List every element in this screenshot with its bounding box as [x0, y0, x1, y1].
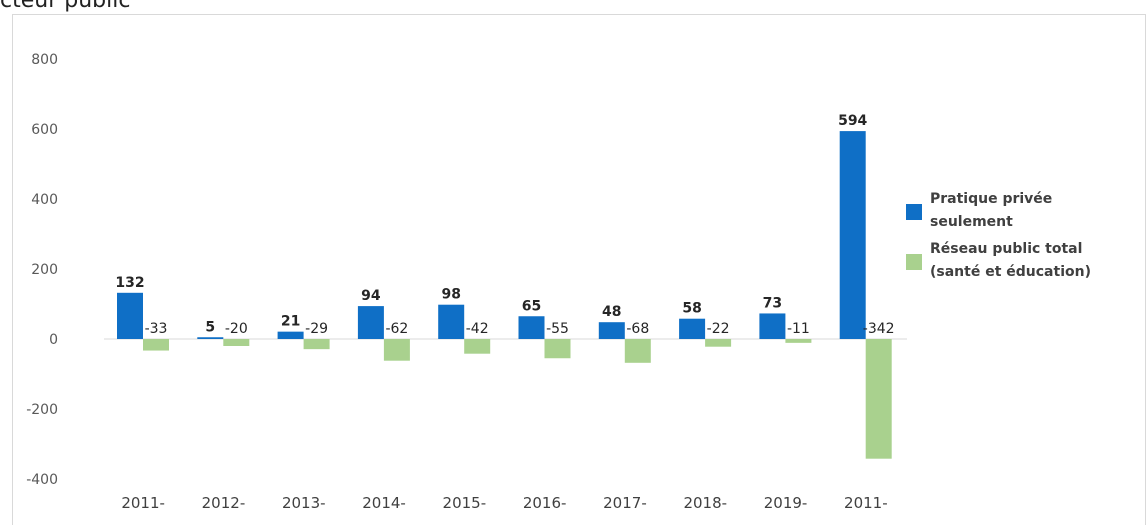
bar-public-network: [624, 339, 651, 363]
x-category-label: 2018-: [683, 494, 727, 512]
bar-public-network: [464, 339, 491, 354]
y-tick-label: 200: [31, 262, 58, 278]
bar-private-practice: [759, 313, 786, 339]
bar-public-network: [544, 339, 571, 359]
bar-private-practice: [197, 337, 224, 339]
data-label-private-practice: 65: [522, 298, 541, 314]
data-label-private-practice: 594: [838, 113, 867, 129]
bar-private-practice: [117, 292, 143, 339]
bar-public-network: [303, 339, 330, 350]
y-tick-label: 600: [31, 122, 58, 138]
data-label-private-practice: 73: [763, 295, 782, 311]
data-label-private-practice: 5: [205, 319, 215, 335]
x-category-label: 2014-: [362, 494, 406, 512]
y-tick-label: -200: [26, 402, 58, 418]
data-label-public-network: -68: [626, 321, 649, 337]
data-label-public-network: -11: [787, 321, 810, 337]
bar-private-practice: [438, 304, 465, 339]
x-category-label: 2013-: [282, 494, 326, 512]
data-label-public-network: -42: [466, 321, 489, 337]
legend-label-private-practice: Pratique privée seulement: [930, 191, 1053, 230]
bar-public-network: [383, 339, 410, 361]
bar-private-practice: [839, 131, 866, 339]
x-category-label: 2015-: [443, 494, 487, 512]
bar-public-network: [143, 339, 169, 351]
data-label-private-practice: 98: [441, 287, 460, 303]
legend-item-public-network: Réseau public total (santé et éducation): [906, 238, 1136, 284]
legend-label-public-network: Réseau public total (santé et éducation): [930, 241, 1091, 280]
data-label-private-practice: 94: [361, 288, 381, 304]
bar-public-network: [705, 339, 732, 347]
data-label-public-network: -22: [707, 321, 730, 337]
data-label-public-network: -20: [225, 321, 248, 337]
data-label-public-network: -29: [305, 321, 328, 337]
data-label-private-practice: 132: [115, 275, 144, 291]
y-tick-label: -400: [26, 472, 58, 488]
x-category-label: 2016-: [523, 494, 567, 512]
x-category-label: 2019-: [764, 494, 808, 512]
y-tick-label: 0: [49, 332, 58, 348]
legend-swatch-private-practice: [906, 204, 922, 220]
data-label-public-network: -342: [863, 321, 895, 337]
data-label-private-practice: 58: [682, 301, 701, 317]
bar-private-practice: [277, 331, 304, 339]
bar-private-practice: [357, 306, 384, 339]
bar-public-network: [223, 339, 250, 346]
x-category-label: 2012-: [202, 494, 246, 512]
bar-private-practice: [679, 318, 706, 339]
data-label-private-practice: 48: [602, 304, 621, 320]
bar-public-network: [865, 339, 892, 459]
chart-legend: Pratique privée seulement Réseau public …: [906, 188, 1136, 288]
data-label-private-practice: 21: [281, 314, 300, 330]
data-label-public-network: -55: [546, 321, 569, 337]
bar-private-practice: [518, 316, 545, 339]
bar-private-practice: [598, 322, 625, 339]
bar-public-network: [785, 339, 812, 343]
bar-chart: 800 600 400 200 0 -200 -400 132 -33 2011- 5 -20 2012…: [26, 52, 907, 512]
legend-swatch-public-network: [906, 254, 922, 270]
x-category-label: 2017-: [603, 494, 647, 512]
data-label-public-network: -62: [385, 321, 408, 337]
chart-caption-fragment: cteur public: [0, 0, 131, 13]
x-category-label: 2011-: [121, 494, 165, 512]
y-tick-label: 400: [31, 192, 58, 208]
data-label-public-network: -33: [145, 321, 168, 337]
legend-item-private-practice: Pratique privée seulement: [906, 188, 1136, 234]
y-tick-label: 800: [31, 52, 58, 68]
x-category-label: 2011-: [844, 494, 888, 512]
